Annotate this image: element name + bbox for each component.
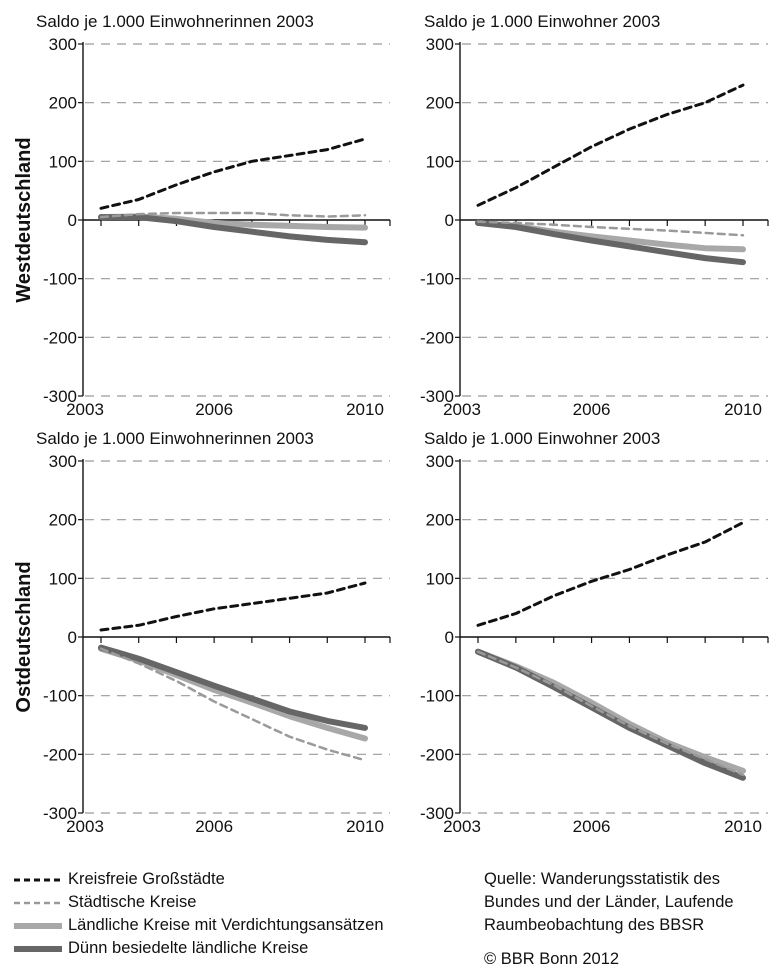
- chart-title: Saldo je 1.000 Einwohner 2003: [424, 429, 660, 448]
- x-tick-label: 2006: [573, 400, 611, 419]
- y-tick-label: -300: [43, 804, 77, 823]
- legend-swatch-staedtisch: [14, 901, 62, 904]
- y-tick-label: -300: [420, 804, 454, 823]
- legend-label: Ländliche Kreise mit Verdichtungsansätze…: [68, 916, 384, 934]
- y-tick-label: 300: [49, 35, 77, 54]
- y-tick-label: 0: [68, 628, 77, 647]
- x-tick-label: 2010: [346, 817, 384, 836]
- series-line-staedtisch: [99, 647, 367, 762]
- series-line-kreisfrei: [99, 581, 367, 632]
- y-tick-label: -200: [420, 745, 454, 764]
- source-line: Quelle: Wanderungsstatistik des: [484, 870, 721, 888]
- y-tick-label: -300: [43, 387, 77, 406]
- x-tick-label: 2003: [443, 400, 481, 419]
- y-tick-label: 100: [426, 152, 454, 171]
- legend-item-kreisfrei: Kreisfreie Großstädte: [14, 868, 384, 891]
- y-tick-label: -100: [420, 270, 454, 289]
- x-tick-label: 2003: [443, 817, 481, 836]
- y-tick-label: 100: [49, 152, 77, 171]
- chart-title: Saldo je 1.000 Einwohnerinnen 2003: [36, 429, 314, 448]
- legend: Kreisfreie Großstädte Städtische Kreise …: [14, 868, 384, 960]
- source-line: Raumbeobachtung des BBSR: [484, 916, 705, 934]
- y-tick-label: 0: [445, 211, 454, 230]
- source-note: Quelle: Wanderungsstatistik des Bundes u…: [484, 868, 778, 971]
- series-line-duenn: [98, 644, 368, 731]
- x-tick-label: 2003: [66, 817, 104, 836]
- y-tick-label: -200: [420, 328, 454, 347]
- x-tick-label: 2003: [66, 400, 104, 419]
- series-line-kreisfrei: [476, 521, 745, 627]
- y-tick-label: 300: [426, 452, 454, 471]
- legend-label: Kreisfreie Großstädte: [68, 870, 225, 888]
- x-tick-label: 2010: [346, 400, 384, 419]
- copyright: © BBR Bonn 2012: [484, 950, 620, 968]
- chart-title: Saldo je 1.000 Einwohnerinnen 2003: [36, 12, 314, 31]
- y-tick-label: -100: [43, 687, 77, 706]
- legend-item-duenn: Dünn besiedelte ländliche Kreise: [14, 937, 384, 960]
- series-line-kreisfrei: [99, 137, 367, 210]
- x-tick-label: 2006: [573, 817, 611, 836]
- y-tick-label: 200: [49, 511, 77, 530]
- x-tick-label: 2010: [724, 400, 762, 419]
- y-tick-label: 200: [426, 94, 454, 113]
- x-tick-label: 2010: [724, 817, 762, 836]
- series-line-staedtisch: [99, 211, 367, 219]
- series-line-staedtisch: [476, 220, 745, 237]
- series-line-duenn: [98, 214, 368, 246]
- x-tick-label: 2006: [195, 817, 233, 836]
- y-tick-label: 200: [426, 511, 454, 530]
- row-label: Westdeutschland: [13, 137, 35, 302]
- figure: Saldo je 1.000 Einwohnerinnen 2003 300 200…: [13, 12, 769, 836]
- y-tick-label: 100: [49, 569, 77, 588]
- y-tick-label: -100: [43, 270, 77, 289]
- series-line-kreisfrei: [476, 83, 745, 207]
- series-line-duenn: [475, 219, 746, 266]
- y-tick-label: -100: [420, 687, 454, 706]
- y-tick-label: 0: [68, 211, 77, 230]
- legend-label: Städtische Kreise: [68, 893, 197, 911]
- chart-title: Saldo je 1.000 Einwohner 2003: [424, 12, 660, 31]
- y-tick-label: 100: [426, 569, 454, 588]
- y-tick-label: 300: [426, 35, 454, 54]
- series-line-staedtisch: [476, 650, 745, 777]
- legend-item-staedtisch: Städtische Kreise: [14, 891, 384, 914]
- y-tick-label: -200: [43, 328, 77, 347]
- legend-swatch-kreisfrei: [14, 878, 62, 881]
- legend-label: Dünn besiedelte ländliche Kreise: [68, 939, 309, 957]
- legend-swatch-laendlich-verdichtung: [14, 922, 62, 929]
- source-line: Bundes und der Länder, Laufende: [484, 893, 734, 911]
- y-tick-label: 200: [49, 94, 77, 113]
- row-label: Ostdeutschland: [13, 561, 35, 712]
- x-tick-label: 2006: [195, 400, 233, 419]
- y-tick-label: 0: [445, 628, 454, 647]
- legend-item-laendlich-verdichtung: Ländliche Kreise mit Verdichtungsansätze…: [14, 914, 384, 937]
- y-tick-label: 300: [49, 452, 77, 471]
- y-tick-label: -300: [420, 387, 454, 406]
- legend-swatch-duenn: [14, 945, 62, 952]
- y-tick-label: -200: [43, 745, 77, 764]
